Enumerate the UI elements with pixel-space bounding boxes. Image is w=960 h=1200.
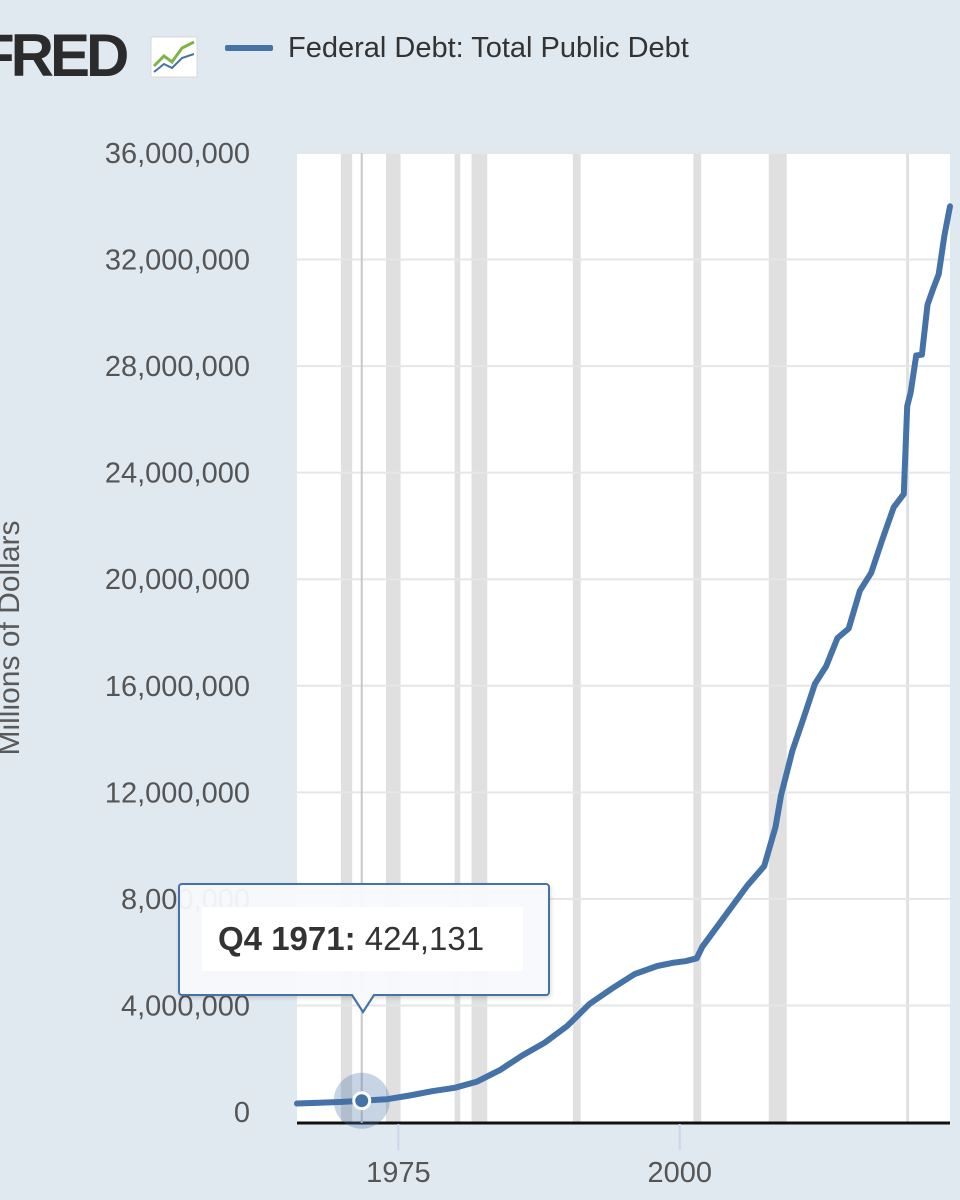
y-tick-label: 20,000,000	[105, 564, 250, 596]
recession-bar-7	[906, 153, 910, 1123]
tooltip-text: Q4 1971: 424,131	[218, 919, 484, 959]
tooltip-value: 424,131	[364, 920, 485, 957]
recession-bar-6	[768, 153, 787, 1123]
recession-bar-5	[693, 153, 702, 1123]
tooltip-body: Q4 1971: 424,131	[202, 907, 523, 971]
tooltip-date: Q4 1971:	[218, 920, 356, 957]
x-tick-label: 2000	[648, 1157, 713, 1189]
y-tick-label: 0	[234, 1097, 250, 1129]
tooltip: Q4 1971: 424,131	[178, 883, 550, 996]
fred-logo[interactable]: FRED	[0, 22, 129, 89]
recession-bar-2	[454, 153, 461, 1123]
legend-swatch	[225, 45, 273, 51]
y-tick-label: 36,000,000	[105, 138, 250, 170]
y-tick-label: 24,000,000	[105, 458, 250, 490]
recession-bars	[340, 153, 910, 1123]
x-tick-labels: 1975 2000	[366, 1124, 712, 1189]
recession-bar-0	[340, 153, 353, 1123]
recession-bar-1	[385, 153, 401, 1123]
x-tick-label: 1975	[366, 1157, 431, 1189]
recession-bar-4	[572, 153, 581, 1123]
series-line-federal-debt[interactable]	[294, 203, 953, 1107]
y-tick-label: 12,000,000	[105, 777, 250, 809]
legend-label[interactable]: Federal Debt: Total Public Debt	[288, 32, 689, 64]
grid-lines	[297, 152, 950, 1007]
hover-marker[interactable]	[352, 1091, 372, 1111]
y-tick-label: 16,000,000	[105, 671, 250, 703]
fred-chart-icon	[150, 36, 198, 78]
y-tick-label: 32,000,000	[105, 245, 250, 277]
y-tick-label: 28,000,000	[105, 351, 250, 383]
recession-bar-3	[471, 153, 488, 1123]
tooltip-pointer-fill	[352, 993, 374, 1010]
